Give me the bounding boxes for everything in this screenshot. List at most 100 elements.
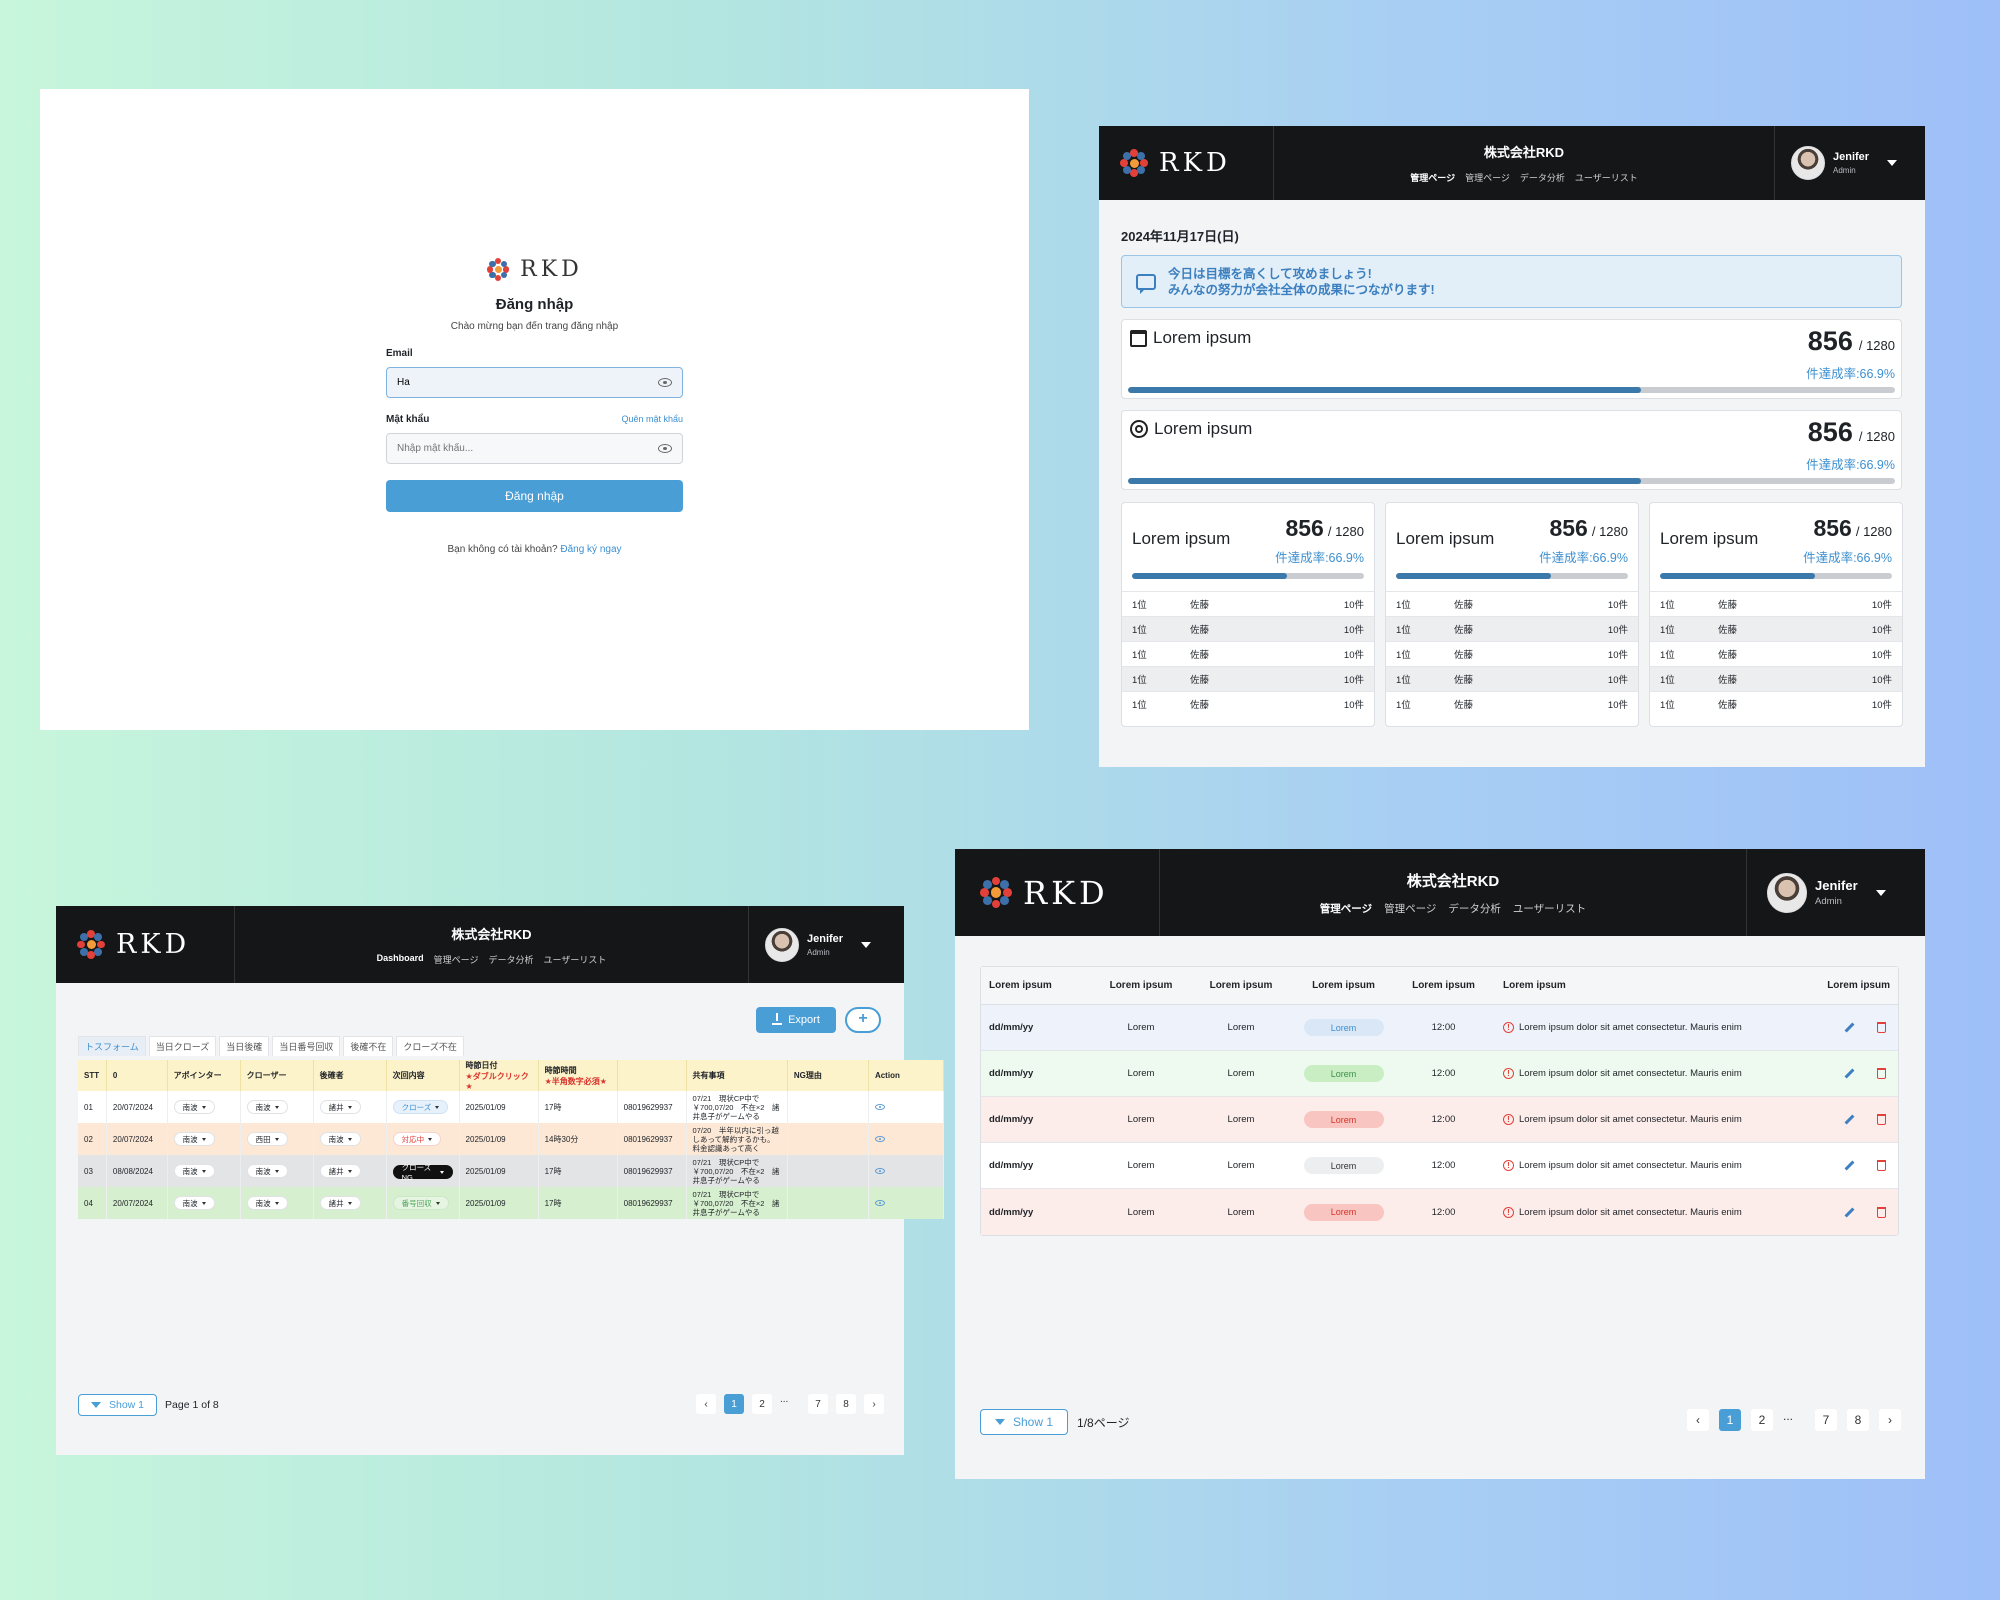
page-button[interactable]: 7 [808,1394,828,1414]
closer-select[interactable]: 南波 [246,1196,288,1210]
chevron-down-icon[interactable] [861,941,872,948]
header-logo[interactable]: RKD [955,849,1160,936]
checker-select[interactable]: 諸井 [319,1100,361,1114]
next-status-select[interactable]: 番号回収 [392,1196,449,1210]
checker-select[interactable]: 南波 [319,1132,361,1146]
chevron-down-icon[interactable] [1875,889,1886,896]
nav-item[interactable]: データ分析 [488,954,534,965]
list-item[interactable]: dd/mm/yy Lorem Lorem Lorem 12:00 ! Lorem … [981,1189,1898,1235]
table-row[interactable]: 01 20/07/2024 南波 南波 諸井 クローズ 2025/01/09 1… [78,1091,945,1123]
nav-item[interactable]: 管理ページ [1319,902,1373,915]
user-menu[interactable]: Jenifer Admin [1774,126,1925,200]
list-item[interactable]: dd/mm/yy Lorem Lorem Lorem 12:00 ! Lorem … [981,1051,1898,1097]
forgot-password-link[interactable]: Quên mật khẩu [621,414,683,424]
list-item[interactable]: dd/mm/yy Lorem Lorem Lorem 12:00 ! Lorem … [981,1143,1898,1189]
eye-icon[interactable] [874,1167,885,1174]
page-button[interactable]: 2 [752,1394,772,1414]
trash-icon[interactable] [1877,1206,1886,1218]
next-status-select[interactable]: 対応中 [392,1132,442,1146]
login-button[interactable]: Đăng nhập [386,480,683,512]
row-cell: Lorem [1127,1068,1155,1079]
appointer-select[interactable]: 南波 [173,1132,215,1146]
show-count-dropdown[interactable]: Show 1 [980,1409,1069,1435]
page-button[interactable]: 7 [1815,1409,1837,1431]
export-button[interactable]: Export [756,1007,836,1033]
tab[interactable]: 後確不在 [343,1036,394,1056]
row-phone: 08019629937 [617,1123,687,1155]
edit-icon[interactable] [1844,1160,1855,1171]
header-logo[interactable]: RKD [1099,126,1274,200]
current-date: 2024年11月17日(日) [1121,229,1239,244]
appointer-select[interactable]: 南波 [173,1196,215,1210]
page-button[interactable]: 1 [724,1394,744,1414]
page-button[interactable]: 8 [836,1394,856,1414]
eye-icon[interactable] [658,378,672,387]
tab[interactable]: トスフォーム [78,1036,146,1056]
user-menu[interactable]: Jenifer Admin [748,906,904,983]
nav-item[interactable]: ユーザーリスト [543,954,607,965]
tab[interactable]: 当日後確 [219,1036,270,1056]
nav-item[interactable]: ユーザーリスト [1574,173,1638,183]
chevron-right-icon[interactable]: › [864,1394,884,1414]
password-field[interactable] [397,443,658,454]
show-count-dropdown[interactable]: Show 1 [78,1394,158,1416]
nav-item[interactable]: データ分析 [1448,902,1501,915]
list-item[interactable]: dd/mm/yy Lorem Lorem Lorem 12:00 ! Lorem … [981,1005,1898,1051]
tab[interactable]: 当日番号回収 [272,1036,341,1056]
edit-icon[interactable] [1844,1022,1855,1033]
page-button[interactable]: 1 [1719,1409,1741,1431]
row-time: 12:00 [1431,1160,1456,1171]
checker-select[interactable]: 諸井 [319,1196,361,1210]
nav-item[interactable]: 管理ページ [1384,902,1437,915]
nav-item[interactable]: 管理ページ [433,954,479,965]
chevron-right-icon[interactable]: › [1879,1409,1901,1431]
table-row[interactable]: 04 20/07/2024 南波 南波 諸井 番号回収 2025/01/09 1… [78,1187,945,1219]
nav-item[interactable]: データ分析 [1519,173,1565,183]
nav-item[interactable]: 管理ページ [1465,173,1510,183]
edit-icon[interactable] [1844,1068,1855,1079]
nav-item[interactable]: 管理ページ [1410,173,1456,183]
table-row[interactable]: 02 20/07/2024 南波 西田 南波 対応中 2025/01/09 14… [78,1123,945,1155]
edit-icon[interactable] [1844,1207,1855,1217]
page-button[interactable]: 8 [1847,1409,1869,1431]
appointer-select[interactable]: 南波 [173,1164,215,1178]
signup-link[interactable]: Đăng ký ngay [560,544,622,555]
closer-select[interactable]: 西田 [246,1132,288,1146]
trash-icon[interactable] [1877,1114,1886,1125]
checker-select[interactable]: 諸井 [319,1164,361,1178]
table-row[interactable]: 03 08/08/2024 南波 南波 諸井 クローズNG 2025/01/09… [78,1155,945,1187]
chevron-left-icon[interactable]: ‹ [696,1394,716,1414]
eye-icon[interactable] [874,1135,885,1142]
ranking-row: 1位 佐藤 10件 [1386,666,1638,691]
list-item[interactable]: dd/mm/yy Lorem Lorem Lorem 12:00 ! Lorem … [981,1097,1898,1143]
trash-icon[interactable] [1877,1068,1886,1079]
nav-item[interactable]: Dashboard [376,952,424,963]
next-status-select[interactable]: クローズNG [392,1163,453,1182]
chevron-down-icon[interactable] [1887,160,1898,166]
eye-icon[interactable] [874,1199,885,1206]
header-note: ★ダブルクリック★ [465,1072,529,1091]
appointer-select[interactable]: 南波 [173,1100,215,1114]
closer-select[interactable]: 南波 [246,1100,288,1114]
row-date: 20/07/2024 [106,1091,168,1123]
closer-select[interactable]: 南波 [246,1164,288,1178]
page-button[interactable]: 2 [1751,1409,1773,1431]
tab[interactable]: 当日クローズ [148,1036,217,1056]
nav-item[interactable]: ユーザーリスト [1512,902,1587,915]
add-button[interactable]: + [845,1007,881,1033]
company-name: 株式会社RKD [1483,145,1565,160]
email-field[interactable] [397,377,658,388]
header-logo[interactable]: RKD [56,906,235,983]
edit-icon[interactable] [1844,1114,1855,1125]
kpi-progress-bar [1128,478,1895,484]
trash-icon[interactable] [1877,1022,1886,1033]
rkd-logo-icon [486,258,510,282]
eye-icon[interactable] [658,444,672,453]
tab[interactable]: クローズ不在 [396,1036,464,1056]
next-status-select[interactable]: クローズ [392,1100,449,1114]
logo-petal [1130,148,1138,157]
eye-icon[interactable] [874,1103,885,1110]
chevron-left-icon[interactable]: ‹ [1687,1409,1709,1431]
user-menu[interactable]: Jenifer Admin [1746,849,1925,936]
trash-icon[interactable] [1877,1160,1886,1171]
